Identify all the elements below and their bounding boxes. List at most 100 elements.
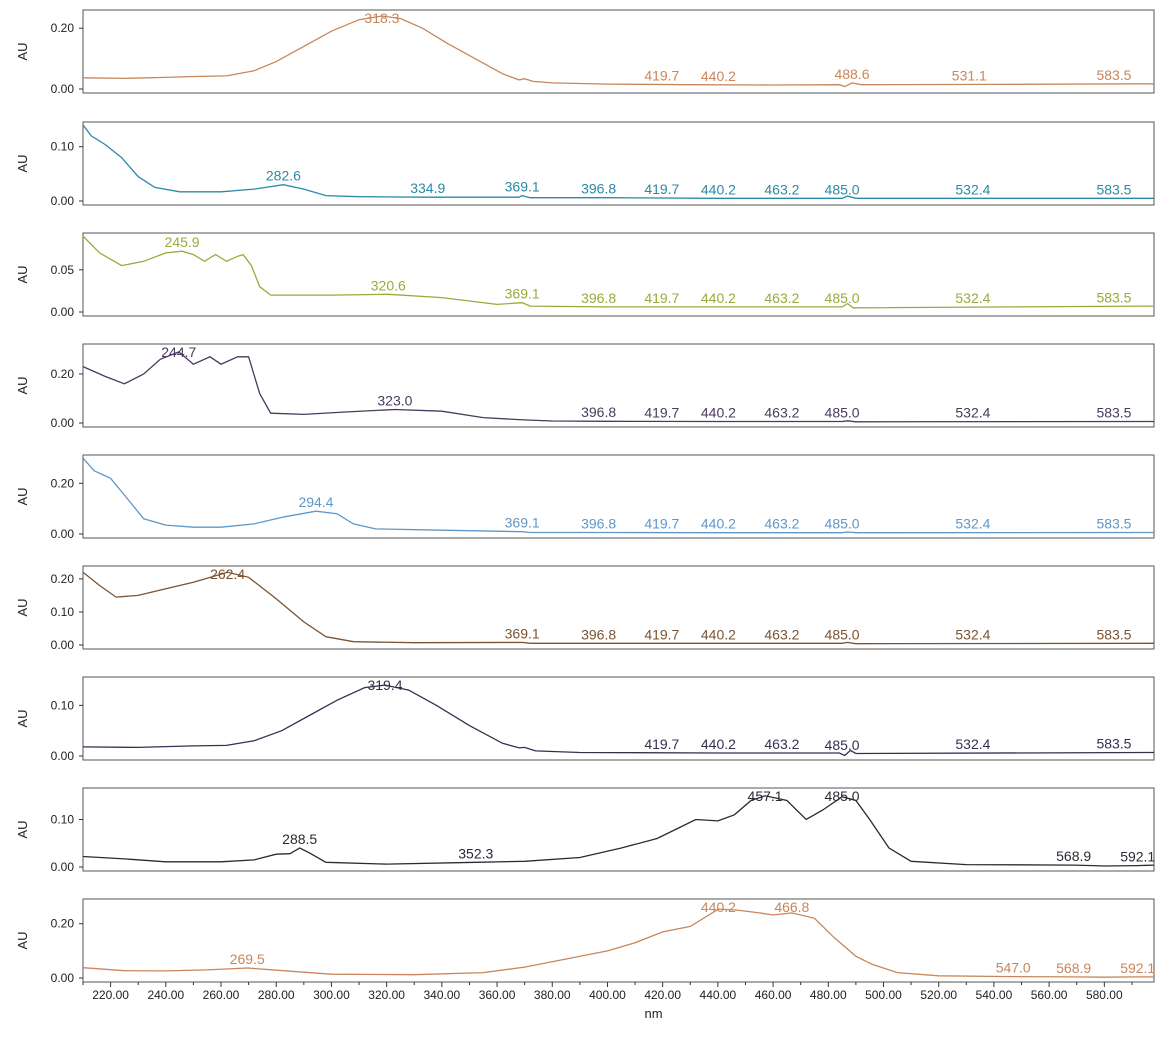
y-tick-label: 0.20 (51, 476, 75, 490)
y-tick-label: 0.10 (51, 140, 75, 154)
peak-label: 568.9 (1056, 960, 1091, 976)
x-axis-label: nm (644, 1006, 662, 1021)
x-tick-label: 520.00 (920, 988, 957, 1002)
peak-label: 532.4 (955, 736, 990, 752)
peak-label: 488.6 (834, 66, 869, 82)
series-line (82, 351, 1155, 423)
peak-label: 396.8 (581, 181, 616, 197)
y-axis-label: AU (15, 709, 30, 727)
y-tick-label: 0.00 (51, 82, 75, 96)
peak-label: 463.2 (764, 405, 799, 421)
peak-label: 294.4 (298, 494, 333, 510)
panel-frame (82, 565, 1155, 650)
y-tick-label: 0.10 (51, 813, 75, 827)
panel-frame (82, 676, 1155, 761)
x-tick-label: 340.00 (423, 988, 460, 1002)
panel-frame (82, 9, 1155, 94)
panel-frame (82, 454, 1155, 539)
panel-frame (82, 343, 1155, 428)
y-axis-label: AU (15, 265, 30, 283)
peak-label: 583.5 (1096, 181, 1131, 197)
series-line (82, 235, 1155, 309)
panel-frame (82, 121, 1155, 206)
peak-label: 288.5 (282, 831, 317, 847)
peak-label: 532.4 (955, 516, 990, 532)
peak-label: 440.2 (701, 626, 736, 642)
peak-label: 466.8 (774, 899, 809, 915)
y-axis-label: AU (15, 487, 30, 505)
peak-label: 583.5 (1096, 289, 1131, 305)
peak-label: 583.5 (1096, 405, 1131, 421)
x-tick-label: 560.00 (1031, 988, 1068, 1002)
peak-label: 244.7 (161, 344, 196, 360)
peak-label: 463.2 (764, 181, 799, 197)
x-tick-label: 440.00 (700, 988, 737, 1002)
peak-label: 396.8 (581, 626, 616, 642)
peak-label: 568.9 (1056, 848, 1091, 864)
peak-label: 532.4 (955, 627, 990, 643)
x-tick-label: 320.00 (368, 988, 405, 1002)
peak-label: 396.8 (581, 404, 616, 420)
y-tick-label: 0.00 (51, 194, 75, 208)
peak-label: 440.2 (701, 68, 736, 84)
peak-label: 396.8 (581, 515, 616, 531)
peak-label: 463.2 (764, 736, 799, 752)
x-tick-label: 480.00 (810, 988, 847, 1002)
y-tick-label: 0.20 (51, 21, 75, 35)
panel-frame (82, 898, 1155, 983)
y-tick-label: 0.00 (51, 971, 75, 985)
peak-label: 269.5 (230, 951, 265, 967)
peak-label: 419.7 (644, 626, 679, 642)
peak-label: 282.6 (266, 168, 301, 184)
y-axis-label: AU (15, 42, 30, 60)
peak-label: 485.0 (825, 788, 860, 804)
peak-label: 323.0 (377, 393, 412, 409)
x-tick-label: 500.00 (865, 988, 902, 1002)
y-tick-label: 0.00 (51, 416, 75, 430)
x-tick-label: 460.00 (755, 988, 792, 1002)
series-line (82, 457, 1155, 534)
peak-label: 440.2 (701, 290, 736, 306)
x-tick-label: 360.00 (479, 988, 516, 1002)
panel-frame (82, 787, 1155, 872)
peak-label: 583.5 (1096, 736, 1131, 752)
x-tick-label: 380.00 (534, 988, 571, 1002)
peak-label: 334.9 (410, 180, 445, 196)
y-tick-label: 0.10 (51, 698, 75, 712)
peak-label: 440.2 (701, 405, 736, 421)
peak-label: 440.2 (701, 736, 736, 752)
peak-label: 592.1 (1120, 960, 1155, 976)
y-tick-label: 0.00 (51, 527, 75, 541)
peak-label: 369.1 (505, 625, 540, 641)
peak-label: 463.2 (764, 516, 799, 532)
peak-label: 318.3 (364, 10, 399, 26)
peak-label: 369.1 (505, 286, 540, 302)
peak-label: 369.1 (505, 179, 540, 195)
y-tick-label: 0.20 (51, 572, 75, 586)
peak-label: 532.4 (955, 290, 990, 306)
peak-label: 419.7 (644, 516, 679, 532)
peak-label: 532.4 (955, 405, 990, 421)
y-axis-label: AU (15, 154, 30, 172)
peak-label: 352.3 (458, 845, 493, 861)
series-line (82, 15, 1155, 88)
peak-label: 419.7 (644, 404, 679, 420)
peak-label: 419.7 (644, 736, 679, 752)
x-tick-label: 400.00 (589, 988, 626, 1002)
peak-label: 245.9 (165, 234, 200, 250)
peak-label: 583.5 (1096, 516, 1131, 532)
peak-label: 485.0 (825, 405, 860, 421)
y-axis-label: AU (15, 598, 30, 616)
peak-label: 440.2 (701, 899, 736, 915)
peak-label: 396.8 (581, 290, 616, 306)
peak-label: 485.0 (825, 290, 860, 306)
y-tick-label: 0.20 (51, 917, 75, 931)
y-axis-label: AU (15, 820, 30, 838)
peak-label: 457.1 (748, 788, 783, 804)
x-tick-label: 580.00 (1086, 988, 1123, 1002)
peak-label: 485.0 (825, 516, 860, 532)
y-tick-label: 0.00 (51, 860, 75, 874)
x-tick-label: 260.00 (203, 988, 240, 1002)
